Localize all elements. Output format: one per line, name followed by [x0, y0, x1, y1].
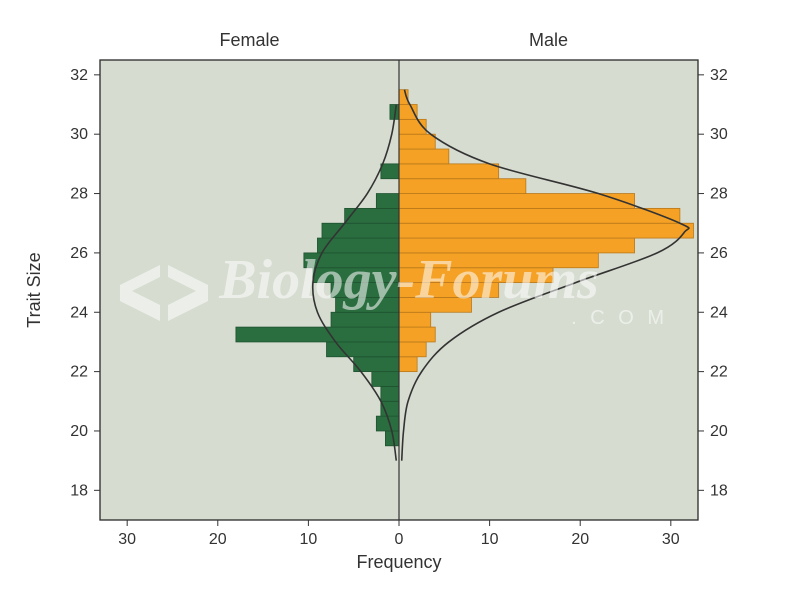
y-tick-left: 24	[70, 304, 88, 321]
female-bar	[372, 372, 399, 387]
x-tick: 0	[395, 531, 404, 548]
female-bar	[354, 357, 399, 372]
x-axis-label: Frequency	[356, 552, 441, 572]
male-bar	[399, 357, 417, 372]
y-tick-right: 30	[710, 126, 728, 143]
y-tick-left: 32	[70, 67, 88, 84]
male-bar	[399, 149, 449, 164]
y-tick-left: 26	[70, 245, 88, 262]
female-bar	[381, 386, 399, 401]
female-bar	[376, 194, 399, 209]
y-tick-left: 18	[70, 482, 88, 499]
x-tick: 30	[662, 531, 680, 548]
x-tick: 20	[209, 531, 227, 548]
y-tick-right: 18	[710, 482, 728, 499]
y-tick-right: 20	[710, 423, 728, 440]
x-tick: 10	[299, 531, 317, 548]
y-tick-left: 22	[70, 364, 88, 381]
x-tick: 30	[118, 531, 136, 548]
male-bar	[399, 179, 526, 194]
y-axis-label: Trait Size	[24, 252, 44, 327]
header-female: Female	[219, 30, 279, 50]
male-bar	[399, 312, 431, 327]
y-tick-left: 30	[70, 126, 88, 143]
male-bar	[399, 223, 693, 238]
male-bar	[399, 164, 499, 179]
male-bar	[399, 194, 635, 209]
y-tick-left: 20	[70, 423, 88, 440]
female-bar	[236, 327, 399, 342]
y-tick-left: 28	[70, 186, 88, 203]
male-bar	[399, 208, 680, 223]
y-tick-right: 24	[710, 304, 728, 321]
female-bar	[331, 312, 399, 327]
watermark-sub: . C O M	[571, 307, 668, 329]
male-bar	[399, 134, 435, 149]
y-tick-right: 22	[710, 364, 728, 381]
y-tick-right: 26	[710, 245, 728, 262]
female-bar	[345, 208, 399, 223]
male-bar	[399, 342, 426, 357]
male-bar	[399, 327, 435, 342]
female-bar	[381, 164, 399, 179]
x-tick: 10	[481, 531, 499, 548]
y-tick-right: 28	[710, 186, 728, 203]
watermark-main: Biology-Forums	[218, 249, 599, 311]
trait-size-chart: Biology-Forums. C O M 18 18 20 20 22 22 24 24 26 2…	[0, 0, 798, 600]
header-male: Male	[529, 30, 568, 50]
y-tick-right: 32	[710, 67, 728, 84]
x-tick: 20	[571, 531, 589, 548]
